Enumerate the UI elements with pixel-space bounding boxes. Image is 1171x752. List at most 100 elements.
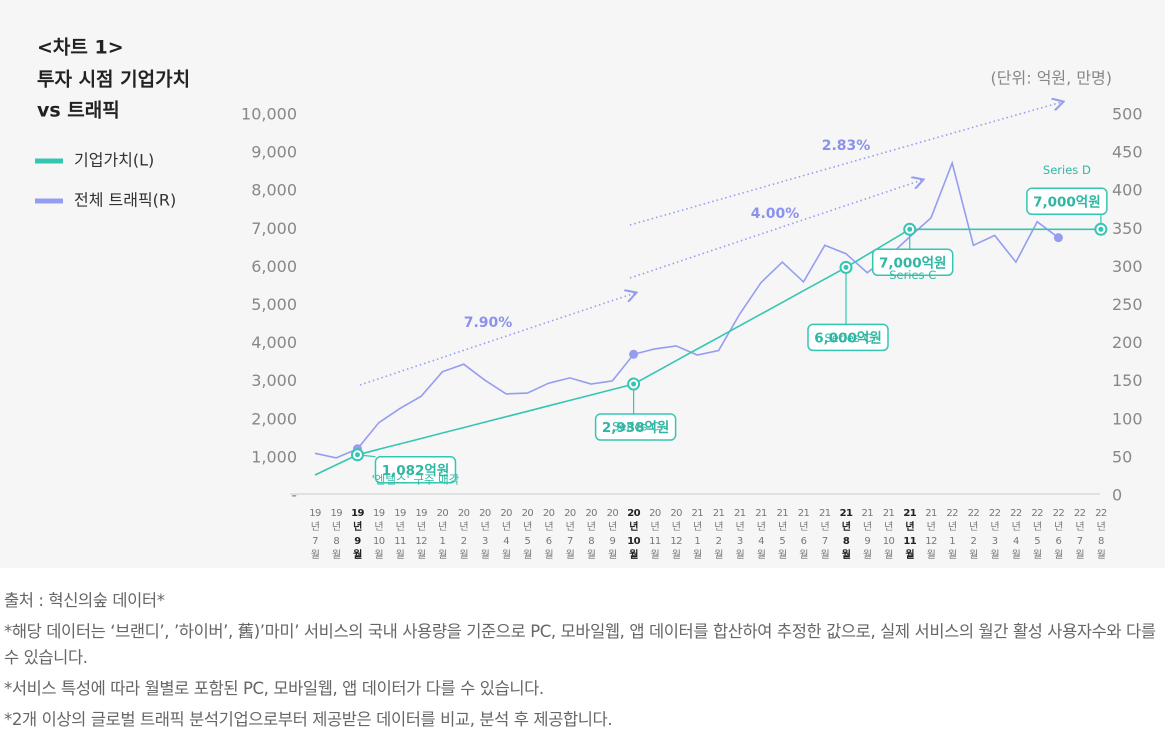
series-line (314, 228, 1101, 476)
x-tick-label: 22년 2월 (967, 508, 980, 561)
trend-arrow (359, 293, 635, 386)
x-tick-label: 19년 8월 (330, 508, 342, 561)
chart-panel: <차트 1> 투자 시점 기업가치 vs 트래픽 (단위: 억원, 만명) -1… (35, 36, 1143, 561)
valuation-dot-core (1098, 226, 1104, 232)
trend-label: 4.00% (751, 206, 800, 222)
y-tick-label: 3,000 (251, 371, 297, 390)
x-tick-label: 20년 11월 (649, 508, 661, 561)
y-tick-label: 10,000 (241, 105, 297, 124)
x-tick-label: 21년 7월 (818, 508, 831, 561)
x-tick-label: 19년 10월 (372, 508, 385, 561)
y2-tick-label: 250 (1112, 295, 1143, 314)
x-tick-label: 21년 10월 (882, 508, 895, 561)
traffic-dot (629, 349, 639, 359)
x-tick-label: 21년 4월 (755, 508, 767, 561)
value-note: Series D (1043, 163, 1091, 177)
value-label: 1,082억원 (382, 463, 450, 479)
x-tick-label: 22년 1월 (946, 508, 958, 561)
x-tick-label: 21년 11월 (903, 508, 917, 561)
x-tick-label: 22년 8월 (1095, 508, 1107, 561)
callout-box (871, 248, 954, 277)
x-tick-label: 20년 7월 (564, 508, 576, 561)
y-tick-label: 9,000 (251, 143, 297, 162)
x-tick-label: 21년 2월 (712, 508, 725, 561)
x-tick-label: 21년 12월 (925, 508, 937, 561)
value-note: Series C (824, 331, 871, 345)
y-tick-label: 2,000 (251, 409, 297, 428)
y2-tick-label: 500 (1112, 105, 1143, 124)
x-tick-label: 19년 11월 (394, 508, 406, 561)
source: 출처 : 혁신의숲 데이터* (4, 591, 165, 610)
x-tick-label: 20년 6월 (542, 508, 555, 561)
x-tick-label: 20년 10월 (627, 508, 640, 561)
x-tick-label: 20년 8월 (585, 508, 597, 561)
x-tick-label: 19년 9월 (351, 508, 364, 561)
y-tick-label: 8,000 (251, 181, 297, 200)
valuation-dot-core (843, 264, 849, 270)
legend-label: 기업가치(L) (74, 151, 154, 170)
x-tick-label: 20년 2월 (457, 508, 470, 561)
note: *해당 데이터는 ‘브랜디’, ’하이버’, 舊)’마미’ 서비스의 국내 사용… (4, 622, 1156, 667)
y-tick-label: - (291, 486, 297, 505)
callout-box (594, 413, 677, 441)
value-label: 2,938억원 (602, 420, 670, 436)
x-tick-label: 19년 7월 (309, 508, 321, 561)
y-tick-label: 7,000 (251, 219, 297, 238)
chart: <차트 1> 투자 시점 기업가치 vs 트래픽 (단위: 억원, 만명) - 1… (35, 37, 1143, 505)
trend-label: 7.90% (464, 315, 513, 331)
callout-box (1026, 187, 1108, 216)
chart-title: <차트 1> (37, 37, 124, 59)
y2-tick-label: 200 (1112, 333, 1143, 352)
y-tick-label: 4,000 (251, 333, 297, 352)
valuation-dot-core (631, 381, 637, 387)
x-tick-label: 21년 3월 (734, 508, 746, 561)
unit-label: (단위: 억원, 만명) (991, 69, 1112, 88)
trend-label: 2.83% (822, 138, 871, 154)
x-tick-label: 21년 8월 (839, 508, 853, 561)
trend-arrow (629, 180, 922, 279)
x-tick-label: 22년 3월 (988, 508, 1001, 561)
callout-box (807, 323, 889, 352)
x-tick-label: 20년 5월 (521, 508, 534, 561)
footnotes: 출처 : 혁신의숲 데이터* *해당 데이터는 ‘브랜디’, ’하이버’, 舊)… (4, 588, 1167, 738)
x-tick-label: 20년 3월 (479, 508, 491, 561)
trend-arrow (629, 102, 1062, 226)
value-note: Series C (612, 420, 659, 434)
valuation-dot-core (907, 226, 913, 232)
x-tick-label: 22년 6월 (1052, 508, 1065, 561)
x-tick-label: 20년 9월 (606, 508, 619, 561)
x-tick-label: 22년 7월 (1073, 508, 1086, 561)
x-tick-label: 20년 1월 (436, 508, 449, 561)
x-tick-label: 22년 5월 (1031, 508, 1043, 561)
traffic-dot (1053, 233, 1063, 243)
x-tick-label: 21년 1월 (691, 508, 704, 561)
x-tick-label: 19년 12월 (415, 508, 427, 561)
y2-tick-label: 300 (1112, 257, 1143, 276)
x-tick-label: 20년 4월 (500, 508, 512, 561)
value-label: 7,000억원 (1033, 194, 1101, 210)
legend-label: 전체 트래픽(R) (74, 191, 176, 210)
x-tick-label: 20년 12월 (670, 508, 682, 561)
chart-title: 투자 시점 기업가치 (37, 69, 190, 91)
valuation-dot-core (354, 452, 360, 458)
y2-tick-label: 400 (1112, 181, 1143, 200)
y2-tick-label: 50 (1112, 447, 1132, 466)
y2-tick-label: 350 (1112, 219, 1143, 238)
chart-title: vs 트래픽 (37, 100, 120, 122)
value-note: '엔텔스' 구주 매각 (372, 472, 460, 486)
value-label: 7,000억원 (879, 255, 947, 271)
y-tick-label: 5,000 (251, 295, 297, 314)
value-label: 6,000억원 (814, 330, 882, 346)
value-note: Series C (889, 268, 936, 282)
y2-tick-label: 0 (1112, 486, 1122, 505)
note: *2개 이상의 글로벌 트래픽 분석기업으로부터 제공받은 데이터를 비교, 분… (4, 710, 613, 729)
series-line (314, 160, 1059, 459)
y2-tick-label: 450 (1112, 143, 1143, 162)
y2-tick-label: 150 (1112, 371, 1143, 390)
x-tick-label: 22년 4월 (1010, 508, 1022, 561)
y-tick-label: 6,000 (251, 257, 297, 276)
y-tick-label: 1,000 (251, 447, 297, 466)
callout-box (374, 456, 457, 484)
x-tick-label: 21년 9월 (861, 508, 873, 561)
y2-tick-label: 100 (1112, 409, 1143, 428)
